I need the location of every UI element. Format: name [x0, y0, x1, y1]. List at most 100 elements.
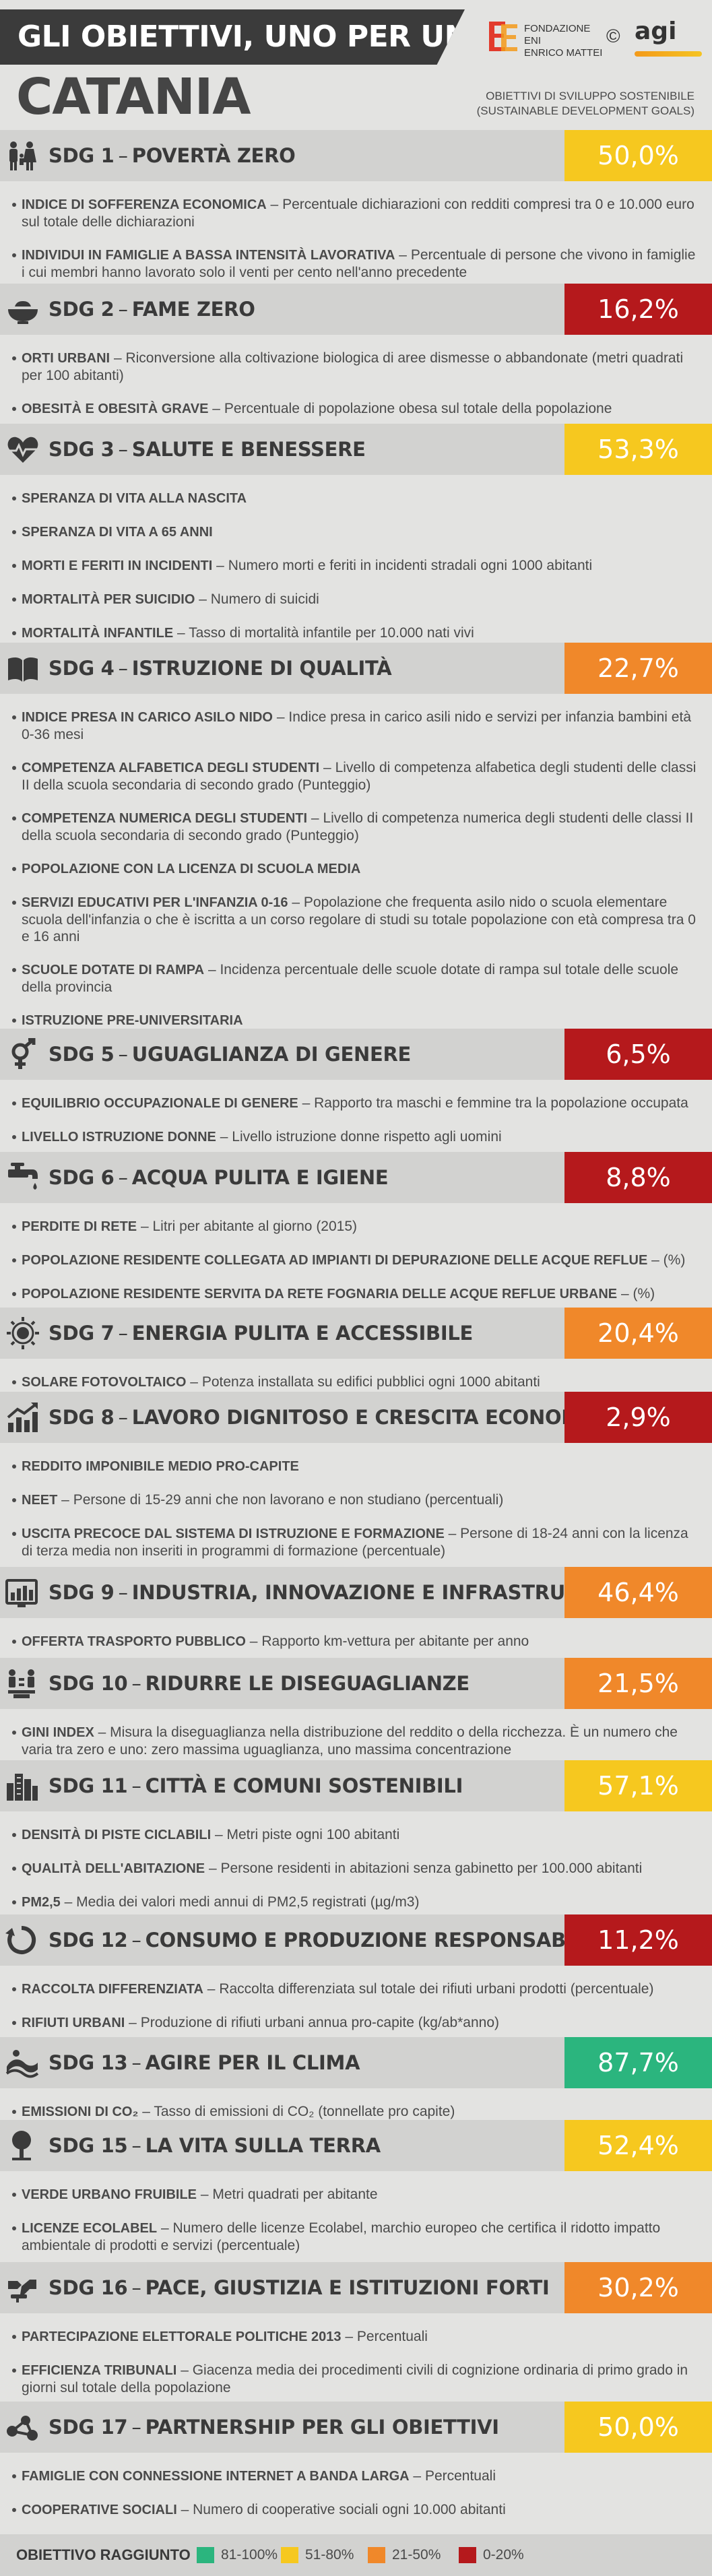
- indicator-list: GINI INDEX – Misura la diseguaglianza ne…: [12, 1724, 699, 1774]
- indicator-name: RACCOLTA DIFFERENZIATA: [22, 1982, 203, 1997]
- sdg-bar-sdg-13: SDG 13– AGIRE PER IL CLIMA 87,7%: [0, 2037, 712, 2088]
- sdg-code: SDG 4: [48, 657, 115, 680]
- sdg-code: SDG 1: [48, 144, 115, 167]
- indicator-name: PARTECIPAZIONE ELETTORALE POLITICHE 2013: [22, 2329, 342, 2344]
- sdg-separator: –: [118, 1322, 129, 1345]
- indicator-item: COOPERATIVE SOCIALI – Numero di cooperat…: [12, 2501, 699, 2519]
- copyright-symbol: ©: [606, 26, 620, 46]
- indicator-separator: –: [205, 1861, 221, 1876]
- sdg-score-badge: 8,8%: [564, 1152, 712, 1203]
- indicator-name: POPOLAZIONE RESIDENTE SERVITA DA RETE FO…: [22, 1287, 618, 1301]
- sdg-score-badge: 2,9%: [564, 1392, 712, 1443]
- indicator-item: NEET – Persone di 15-29 anni che non lav…: [12, 1491, 699, 1509]
- sdg-bar-sdg-4: SDG 4– ISTRUZIONE DI QUALITÀ 22,7%: [0, 643, 712, 694]
- indicator-name: LICENZE ECOLABEL: [22, 2221, 158, 2236]
- indicator-separator: –: [319, 760, 335, 775]
- sdg-bar-sdg-8: SDG 8– LAVORO DIGNITOSO E CRESCITA ECONOM…: [0, 1392, 712, 1443]
- network-icon: [7, 2416, 38, 2441]
- indicator-item: VERDE URBANO FRUIBILE – Metri quadrati p…: [12, 2186, 699, 2203]
- indicator-name: COMPETENZA NUMERICA DEGLI STUDENTI: [22, 811, 308, 826]
- tree-icon: [12, 2131, 31, 2160]
- fondazione-logo-text: FONDAZIONE ENI ENRICO MATTEI: [524, 23, 605, 59]
- legend: OBIETTIVO RAGGIUNTO 81-100% 51-80% 21-50% 0…: [0, 2534, 712, 2576]
- sdg-code: SDG 2: [48, 298, 115, 321]
- indicator-item: QUALITÀ DELL'ABITAZIONE – Persone reside…: [12, 1860, 699, 1877]
- indicator-description: Numero di cooperative sociali ogni 10.00…: [193, 2502, 506, 2517]
- indicator-separator: –: [444, 1526, 461, 1541]
- indicator-item: MORTI E FERITI IN INCIDENTI – Numero mor…: [12, 557, 699, 575]
- indicator-name: EQUILIBRIO OCCUPAZIONALE DI GENERE: [22, 1096, 298, 1111]
- indicator-description: Numero di suicidi: [210, 591, 319, 607]
- indicator-description: Percentuali: [356, 2329, 428, 2344]
- indicator-name: COOPERATIVE SOCIALI: [22, 2503, 177, 2517]
- indicator-description: Litri per abitante al giorno (2015): [152, 1219, 358, 1234]
- sdg-bar-sdg-3: SDG 3– SALUTE E BENESSERE 53,3%: [0, 424, 712, 475]
- sdg-bar-sdg-10: SDG 10– RIDURRE LE DISEGUAGLIANZE 21,5%: [0, 1658, 712, 1709]
- subtitle: OBIETTIVI DI SVILUPPO SOSTENIBILE (SUSTA…: [477, 89, 694, 119]
- sdg-bar-sdg-2: SDG 2– FAME ZERO 16,2%: [0, 284, 712, 335]
- indicator-separator: –: [173, 625, 189, 641]
- sdg-label: SDG 12– CONSUMO E PRODUZIONE RESPONSABILI: [48, 1914, 592, 1966]
- sdg-separator: –: [118, 1581, 129, 1604]
- sdg-label: SDG 1– POVERTÀ ZERO: [48, 130, 296, 181]
- indicator-list: REDDITO IMPONIBILE MEDIO PRO-CAPITE NEET …: [12, 1458, 699, 1576]
- indicator-list: SPERANZA DI VITA ALLA NASCITA SPERANZA DI…: [12, 490, 699, 658]
- sdg-code: SDG 6: [48, 1166, 115, 1189]
- indicator-name: INDIVIDUI IN FAMIGLIE A BASSA INTENSITÀ …: [22, 248, 395, 263]
- indicator-list: PERDITE DI RETE – Litri per abitante al …: [12, 1218, 699, 1319]
- subtitle-line-2: (SUSTAINABLE DEVELOPMENT GOALS): [476, 104, 694, 117]
- indicator-separator: –: [137, 1219, 153, 1234]
- sdg-code: SDG 17: [48, 2416, 128, 2439]
- indicator-separator: –: [617, 1286, 633, 1301]
- sdg-bar-sdg-7: SDG 7– ENERGIA PULITA E ACCESSIBILE 20,4%: [0, 1308, 712, 1359]
- indicator-description: Percentuali: [424, 2468, 496, 2484]
- indicator-name: OFFERTA TRASPORTO PUBBLICO: [22, 1634, 246, 1649]
- indicator-name: VERDE URBANO FRUIBILE: [22, 2187, 197, 2202]
- indicator-item: POPOLAZIONE RESIDENTE COLLEGATA AD IMPIA…: [12, 1252, 699, 1269]
- sdg-score-badge: 87,7%: [564, 2037, 712, 2088]
- sdg-score-badge: 46,4%: [564, 1567, 712, 1618]
- indicator-description: Percentuale di popolazione obesa sul tot…: [224, 401, 612, 416]
- sdg-title: SALUTE E BENESSERE: [131, 438, 366, 461]
- indicator-list: OFFERTA TRASPORTO PUBBLICO – Rapporto km…: [12, 1633, 699, 1667]
- indicator-description: Rapporto km-vettura per abitante per ann…: [261, 1634, 529, 1649]
- indicator-description: Produzione di rifiuti urbani annua pro-c…: [140, 2015, 500, 2030]
- sdg-code: SDG 10: [48, 1672, 128, 1695]
- indicator-name: USCITA PRECOCE DAL SISTEMA DI ISTRUZIONE…: [22, 1526, 445, 1541]
- sdg-title: CITTÀ E COMUNI SOSTENIBILI: [145, 1774, 463, 1797]
- indicator-name: POPOLAZIONE RESIDENTE COLLEGATA AD IMPIA…: [22, 1253, 648, 1268]
- indicator-description: Metri quadrati per abitante: [212, 2187, 378, 2202]
- indicator-item: OFFERTA TRASPORTO PUBBLICO – Rapporto km…: [12, 1633, 699, 1650]
- indicator-name: ORTI URBANI: [22, 351, 110, 366]
- indicator-list: INDICE PRESA IN CARICO ASILO NIDO – Indi…: [12, 709, 699, 1045]
- indicator-description: Numero morti e feriti in incidenti strad…: [228, 558, 593, 573]
- legend-label: 21-50%: [392, 2547, 441, 2563]
- indicator-name: EFFICIENZA TRIBUNALI: [22, 2363, 177, 2378]
- indicator-description: Incidenza percentuale delle scuole dotat…: [22, 962, 679, 995]
- indicator-name: EMISSIONI DI CO₂: [22, 2104, 139, 2119]
- sdg-separator: –: [118, 144, 129, 167]
- city-icon: [7, 1774, 38, 1801]
- indicator-item: POPOLAZIONE RESIDENTE SERVITA DA RETE FO…: [12, 1285, 699, 1303]
- indicator-item: COMPETENZA NUMERICA DEGLI STUDENTI – Liv…: [12, 810, 699, 844]
- sdg-code: SDG 11: [48, 1774, 128, 1797]
- indicator-name: SPERANZA DI VITA ALLA NASCITA: [22, 491, 247, 506]
- indicator-name: MORTALITÀ INFANTILE: [22, 626, 174, 641]
- recycle-icon: [5, 1925, 36, 1954]
- sdg-score-badge: 30,2%: [564, 2262, 712, 2313]
- sdg-score-badge: 57,1%: [564, 1760, 712, 1811]
- indicator-item: INDIVIDUI IN FAMIGLIE A BASSA INTENSITÀ …: [12, 247, 699, 281]
- indicator-list: INDICE DI SOFFERENZA ECONOMICA – Percent…: [12, 196, 699, 297]
- indicator-description: Livello di competenza alfabetica degli s…: [22, 760, 697, 793]
- indicator-name: MORTALITÀ PER SUICIDIO: [22, 592, 195, 607]
- indicator-list: VERDE URBANO FRUIBILE – Metri quadrati p…: [12, 2186, 699, 2270]
- sdg-bar-sdg-12: SDG 12– CONSUMO E PRODUZIONE RESPONSABILI…: [0, 1914, 712, 1966]
- indicator-name: SCUOLE DOTATE DI RAMPA: [22, 963, 205, 977]
- agi-logo-underline: [635, 51, 702, 57]
- sdg-title: ACQUA PULITA E IGIENE: [131, 1166, 389, 1189]
- indicator-separator: –: [195, 591, 211, 607]
- agi-logo: agi: [635, 18, 677, 45]
- indicator-separator: –: [204, 962, 220, 977]
- sdg-separator: –: [131, 2051, 141, 2074]
- indicator-name: SERVIZI EDUCATIVI PER L'INFANZIA 0-16: [22, 895, 288, 910]
